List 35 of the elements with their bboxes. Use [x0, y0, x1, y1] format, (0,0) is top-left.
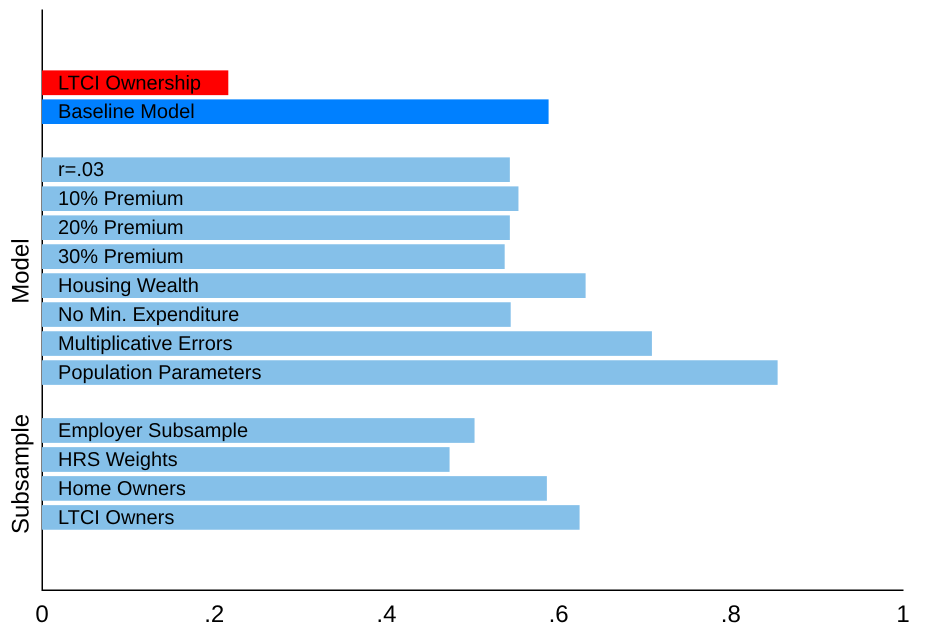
x-tick-label: .2 — [204, 601, 224, 628]
bar — [42, 244, 505, 269]
bar — [42, 99, 549, 124]
y-tick-label: No Min. Expenditure — [58, 304, 240, 326]
y-tick-label: Home Owners — [58, 478, 186, 500]
bar — [42, 447, 450, 472]
bar — [42, 331, 652, 356]
bar — [42, 186, 518, 211]
bar — [42, 273, 586, 298]
y-tick-label: LTCI Owners — [58, 506, 174, 529]
y-tick-label: Employer Subsample — [58, 420, 248, 442]
text: Subsample — [8, 414, 35, 534]
y-tick-label: 10% Premium — [58, 188, 184, 210]
bar — [42, 418, 475, 443]
bar — [42, 360, 778, 385]
x-tick-label: 1 — [896, 601, 910, 628]
bar — [42, 505, 580, 530]
y-tick-label: LTCI Ownership — [58, 72, 202, 94]
x-tick-label: .4 — [376, 601, 396, 628]
y-tick-label: Multiplicative Errors — [58, 333, 232, 356]
x-tick-label: .8 — [720, 601, 741, 628]
y-tick-label: 20% Premium — [58, 217, 184, 240]
y-tick-label: r=.03 — [58, 159, 104, 182]
bar — [42, 215, 510, 240]
text: Model — [8, 238, 35, 304]
bar — [42, 157, 510, 182]
y-tick-label: Baseline Model — [58, 101, 195, 124]
y-tick-label: Housing Wealth — [58, 275, 199, 298]
y-tick-label: HRS Weights — [58, 449, 178, 472]
x-tick-label: 0 — [35, 601, 49, 628]
bar — [42, 476, 547, 501]
bar — [42, 302, 511, 327]
x-tick-label: .6 — [548, 601, 569, 628]
y-tick-label: 30% Premium — [58, 246, 184, 268]
y-tick-label: Population Parameters — [58, 362, 262, 384]
